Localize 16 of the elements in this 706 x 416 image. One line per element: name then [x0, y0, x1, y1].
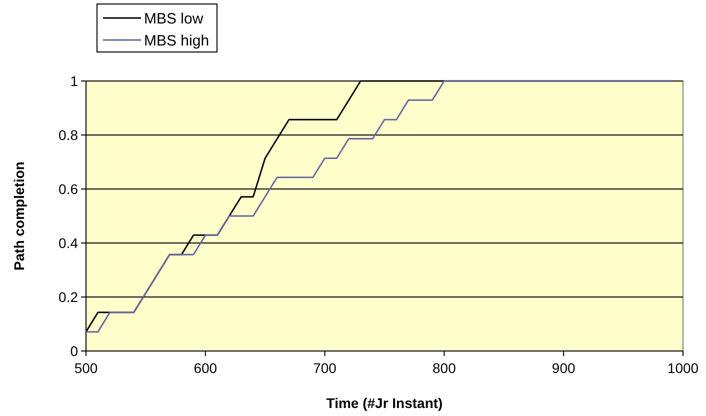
- x-axis-title: Time (#Jr Instant): [326, 395, 443, 411]
- y-tick-label: 1: [70, 72, 78, 89]
- x-tick-label: 900: [552, 360, 576, 376]
- x-tick-label: 600: [194, 360, 218, 376]
- y-tick-label: 0: [70, 342, 78, 359]
- y-tick-label: 0.8: [58, 126, 78, 143]
- x-tick-label: 800: [432, 360, 456, 376]
- x-tick-label: 700: [313, 360, 337, 376]
- y-tick-label: 0.4: [58, 234, 78, 251]
- legend-label: MBS high: [144, 32, 210, 50]
- y-axis-title: Path completion: [11, 162, 27, 270]
- x-tick-label: 1000: [667, 360, 699, 376]
- legend-label: MBS low: [144, 10, 204, 28]
- y-tick-label: 0.2: [58, 288, 78, 305]
- y-tick-label: 0.6: [58, 180, 78, 197]
- x-tick-label: 500: [74, 360, 98, 376]
